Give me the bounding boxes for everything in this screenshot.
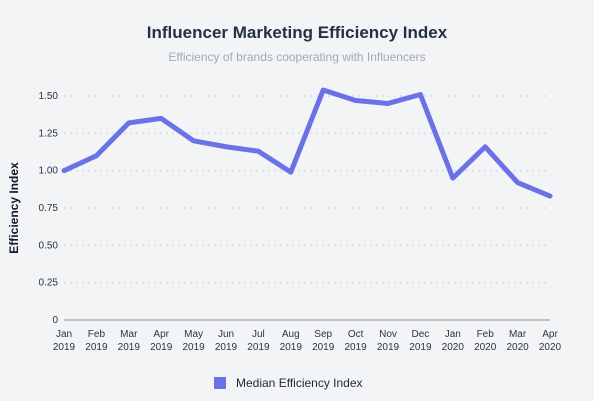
x-tick-month: Mar <box>120 329 138 340</box>
x-tick-year: 2019 <box>377 342 400 353</box>
legend-swatch <box>214 377 226 389</box>
y-axis-labels: 0 0.25 0.50 0.75 1.00 1.25 1.50 <box>39 91 59 326</box>
x-tick-label: Feb 2020 <box>474 329 497 353</box>
x-tick-label: Jun 2019 <box>215 329 238 353</box>
x-tick-year: 2020 <box>539 342 562 353</box>
x-tick-year: 2019 <box>150 342 173 353</box>
x-tick-year: 2020 <box>474 342 497 353</box>
x-tick-label: Apr 2020 <box>539 329 562 353</box>
x-tick-month: Jul <box>252 329 265 340</box>
x-tick-month: Jan <box>445 329 461 340</box>
series-layer <box>61 87 553 199</box>
y-tick-label: 0 <box>52 315 58 326</box>
series-line-0 <box>61 87 553 199</box>
y-axis-title: Efficiency Index <box>7 162 21 254</box>
x-tick-label: Mar 2020 <box>506 329 529 353</box>
x-tick-year: 2019 <box>409 342 432 353</box>
y-tick-label: 1.00 <box>39 166 59 177</box>
x-tick-label: Aug 2019 <box>280 329 303 353</box>
x-tick-year: 2020 <box>506 342 529 353</box>
y-tick-label: 1.50 <box>39 91 59 102</box>
x-tick-label: Nov 2019 <box>377 329 400 353</box>
x-tick-year: 2019 <box>247 342 270 353</box>
x-tick-year: 2019 <box>182 342 205 353</box>
x-tick-month: Jan <box>56 329 72 340</box>
x-tick-month: Apr <box>542 329 558 340</box>
x-tick-year: 2019 <box>344 342 367 353</box>
x-tick-month: Nov <box>379 329 397 340</box>
x-tick-year: 2019 <box>215 342 238 353</box>
x-tick-label: May 2019 <box>182 329 205 353</box>
x-tick-month: Dec <box>412 329 430 340</box>
x-tick-month: May <box>184 329 203 340</box>
x-tick-month: Oct <box>348 329 364 340</box>
x-tick-label: Apr 2019 <box>150 329 173 353</box>
x-tick-year: 2019 <box>118 342 141 353</box>
x-tick-label: Mar 2019 <box>118 329 141 353</box>
y-tick-label: 0.25 <box>39 278 59 289</box>
x-tick-month: Mar <box>509 329 527 340</box>
legend-label: Median Efficiency Index <box>236 376 363 390</box>
x-tick-label: Dec 2019 <box>409 329 432 353</box>
x-tick-year: 2020 <box>442 342 465 353</box>
x-tick-month: Jun <box>218 329 234 340</box>
y-tick-label: 0.50 <box>39 240 59 251</box>
x-tick-month: Feb <box>88 329 106 340</box>
x-tick-month: Feb <box>477 329 495 340</box>
chart-title: Influencer Marketing Efficiency Index <box>147 23 448 42</box>
x-tick-label: Oct 2019 <box>344 329 367 353</box>
x-tick-year: 2019 <box>280 342 303 353</box>
x-axis-labels: Jan 2019 Feb 2019 Mar 2019 Apr 2019 May 2019 Jun 20… <box>53 329 562 353</box>
x-tick-year: 2019 <box>85 342 108 353</box>
x-tick-month: Sep <box>314 329 332 340</box>
y-tick-label: 0.75 <box>39 203 59 214</box>
grid-layer <box>64 95 550 321</box>
y-tick-label: 1.25 <box>39 128 59 139</box>
x-tick-label: Sep 2019 <box>312 329 335 353</box>
x-tick-year: 2019 <box>312 342 335 353</box>
x-tick-label: Jan 2019 <box>53 329 76 353</box>
x-tick-year: 2019 <box>53 342 76 353</box>
x-tick-label: Jan 2020 <box>442 329 465 353</box>
x-tick-label: Feb 2019 <box>85 329 108 353</box>
x-tick-label: Jul 2019 <box>247 329 270 353</box>
x-tick-month: Apr <box>153 329 169 340</box>
x-tick-month: Aug <box>282 329 300 340</box>
legend: Median Efficiency Index <box>214 376 363 390</box>
chart-subtitle: Efficiency of brands cooperating with In… <box>168 50 425 64</box>
